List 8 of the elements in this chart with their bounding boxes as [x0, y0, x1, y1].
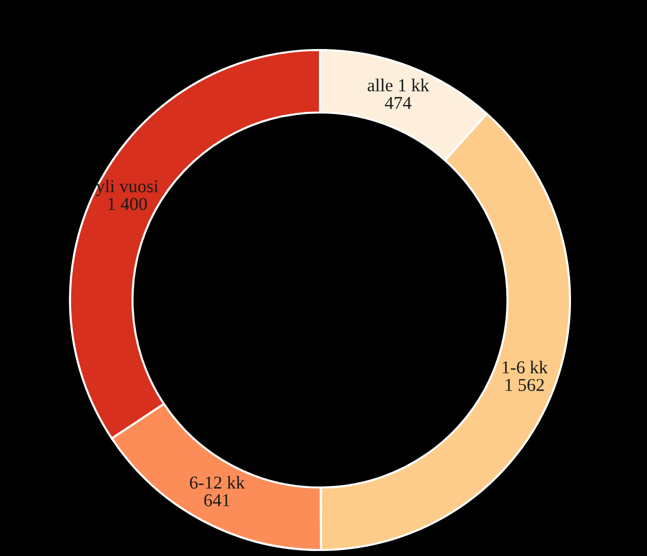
data-label: 1 562 — [506, 378, 544, 392]
data-label: 474 — [384, 96, 412, 109]
data-label: 1 400 — [108, 198, 147, 210]
slice-label: alle 1 kk — [368, 78, 430, 92]
slice-label: 1-6 kk — [502, 360, 548, 374]
data-label: 641 — [204, 494, 230, 506]
slice-label: 6-12 kk — [190, 476, 245, 489]
slice-label: yli vuosi — [96, 180, 158, 196]
